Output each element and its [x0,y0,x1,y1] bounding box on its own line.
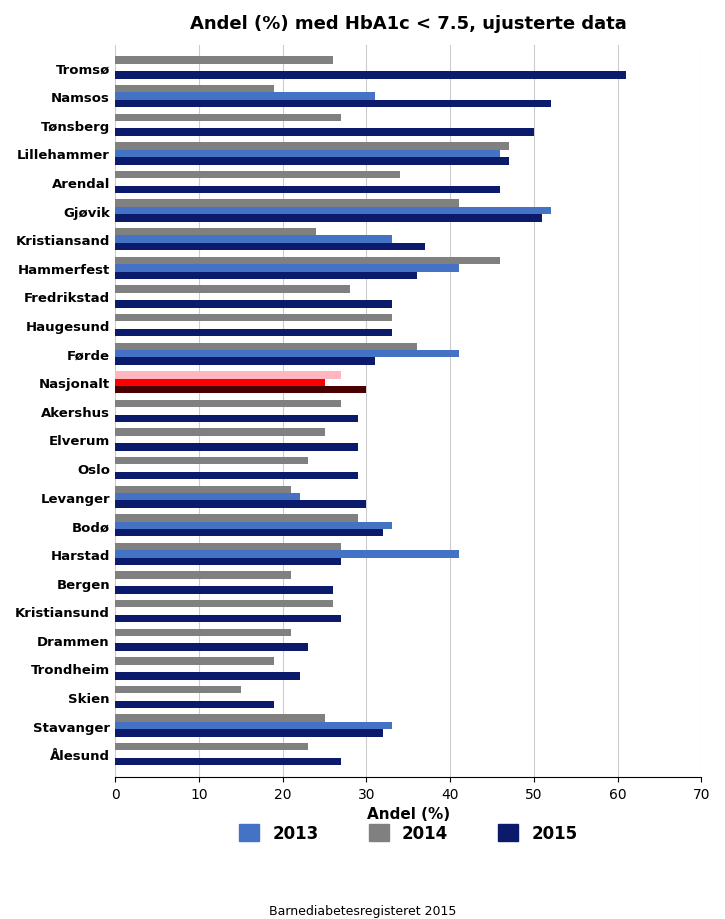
Bar [115,515,358,522]
Bar [115,387,367,394]
Bar [115,314,392,322]
Bar [115,130,534,137]
Bar [115,522,392,529]
Bar [115,472,358,480]
Bar [115,286,349,293]
Bar [115,615,341,623]
Bar [115,730,384,737]
Bar [115,73,626,80]
Bar [115,586,333,594]
Bar [115,358,375,366]
Bar [115,701,275,709]
Bar [115,501,367,508]
Bar [115,101,550,108]
Bar [115,657,275,665]
Bar [115,429,325,437]
Bar [115,371,341,380]
Bar [115,758,341,766]
Bar [115,187,500,194]
Bar [115,94,375,101]
Bar [115,158,509,165]
Legend: 2013, 2014, 2015: 2013, 2014, 2015 [239,824,578,842]
Bar [115,215,542,222]
Bar [115,529,384,537]
Bar [115,722,392,730]
Bar [115,301,392,308]
Bar [115,629,291,636]
Bar [115,444,358,451]
Title: Andel (%) med HbA1c < 7.5, ujusterte data: Andel (%) med HbA1c < 7.5, ujusterte dat… [190,15,626,33]
Bar [115,244,425,251]
Bar [115,401,341,408]
Bar [115,415,358,423]
Bar [115,343,417,350]
Bar [115,143,509,151]
X-axis label: Andel (%): Andel (%) [367,807,450,822]
Bar [115,208,550,215]
Bar [115,715,325,722]
Bar [115,380,325,387]
Bar [115,543,341,550]
Text: Barnediabetesregisteret 2015: Barnediabetesregisteret 2015 [269,904,456,917]
Bar [115,85,275,94]
Bar [115,572,291,579]
Bar [115,494,299,501]
Bar [115,172,400,179]
Bar [115,329,392,337]
Bar [115,458,308,465]
Bar [115,229,316,236]
Bar [115,200,458,208]
Bar [115,486,291,494]
Bar [115,686,241,694]
Bar [115,644,308,652]
Bar [115,673,299,680]
Bar [115,550,458,558]
Bar [115,743,308,751]
Bar [115,236,392,244]
Bar [115,151,500,158]
Bar [115,350,458,358]
Bar [115,115,341,122]
Bar [115,57,333,64]
Bar [115,600,333,607]
Bar [115,265,458,272]
Bar [115,257,500,265]
Bar [115,272,417,279]
Bar [115,558,341,565]
